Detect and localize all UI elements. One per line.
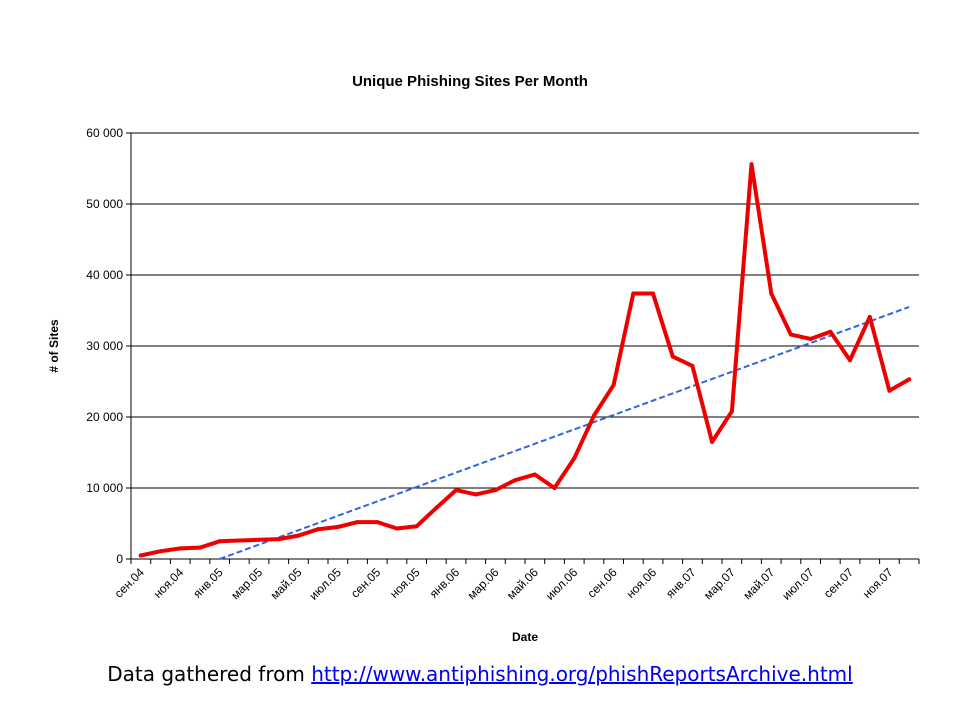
source-note-prefix: Data gathered from [107, 662, 312, 686]
data-point [217, 539, 222, 544]
data-point [375, 520, 380, 525]
data-point [690, 363, 695, 368]
axes [126, 132, 920, 564]
x-tick-label: май.07 [740, 565, 777, 602]
data-point [591, 413, 596, 418]
x-tick-label: май.06 [504, 565, 541, 602]
data-point [276, 537, 281, 542]
data-point [788, 332, 793, 337]
y-tick-label: 50 000 [86, 197, 123, 211]
data-point [749, 162, 754, 167]
x-tick-label: июл.06 [543, 565, 581, 603]
data-point [808, 336, 813, 341]
y-tick-label: 60 000 [86, 126, 123, 140]
data-point [454, 488, 459, 493]
data-point [651, 291, 656, 296]
data-point [532, 472, 537, 477]
chart-title: Unique Phishing Sites Per Month [352, 73, 588, 90]
x-tick-labels: сен.04 ноя.04 янв.05 мар.05 май.05 июл.05 сен.… [112, 565, 896, 603]
data-point [414, 524, 419, 529]
x-tick-label: янв.05 [190, 565, 226, 601]
x-tick-label: янв.06 [427, 565, 463, 601]
x-tick-label: ноя.04 [151, 565, 187, 601]
y-tick-labels: 0 10 000 20 000 30 000 40 000 50 000 60 000 [86, 126, 123, 566]
data-point [257, 537, 262, 542]
data-point [394, 526, 399, 531]
x-tick-label: ноя.07 [860, 565, 896, 601]
x-tick-label: июл.07 [779, 565, 817, 603]
y-tick-label: 10 000 [86, 481, 123, 495]
y-tick-label: 0 [116, 552, 123, 566]
data-point [473, 492, 478, 497]
x-axis-title: Date [512, 630, 538, 644]
x-tick-label: сен.05 [348, 565, 384, 601]
x-tick-label: сен.07 [821, 565, 857, 601]
data-point [335, 525, 340, 530]
gridlines [131, 132, 919, 489]
phishing-line-chart: Unique Phishing Sites Per Month 0 10 000 2… [47, 73, 920, 644]
series-layer [138, 162, 912, 560]
x-tick-label: мар.05 [228, 565, 265, 602]
data-point [513, 478, 518, 483]
data-point [828, 329, 833, 334]
x-tick-label: янв.07 [663, 565, 699, 601]
data-point [316, 527, 321, 532]
data-point [769, 291, 774, 296]
x-tick-label: май.05 [268, 565, 305, 602]
x-tick-label: ноя.05 [387, 565, 423, 601]
trend-line [219, 306, 910, 560]
data-point [434, 505, 439, 510]
data-point [296, 533, 301, 538]
y-tick-label: 40 000 [86, 268, 123, 282]
data-point [355, 520, 360, 525]
data-point [631, 291, 636, 296]
data-point [572, 456, 577, 461]
data-point [710, 439, 715, 444]
series-line [138, 162, 912, 558]
x-tick-label: мар.07 [701, 565, 738, 602]
data-point [178, 546, 183, 551]
x-tick-label: июл.05 [306, 565, 344, 603]
data-point [197, 545, 202, 550]
data-point [611, 383, 616, 388]
data-point [138, 553, 143, 558]
data-point [887, 388, 892, 393]
data-point [552, 486, 557, 490]
data-point [907, 377, 912, 382]
x-tick-label: сен.04 [112, 565, 148, 601]
x-tick-label: сен.06 [584, 565, 620, 601]
data-point [848, 358, 853, 363]
source-link[interactable]: http://www.antiphishing.org/phishReports… [311, 662, 853, 686]
y-axis-title: # of Sites [47, 319, 61, 373]
data-point [867, 314, 872, 319]
y-tick-label: 20 000 [86, 410, 123, 424]
x-tick-label: ноя.06 [623, 565, 659, 601]
data-point [158, 549, 163, 554]
data-point [237, 538, 242, 543]
data-point [729, 409, 734, 414]
data-point [670, 354, 675, 359]
x-tick-label: мар.06 [465, 565, 502, 602]
source-note: Data gathered from http://www.antiphishi… [0, 662, 960, 686]
data-point [493, 488, 498, 493]
y-tick-label: 30 000 [86, 339, 123, 353]
